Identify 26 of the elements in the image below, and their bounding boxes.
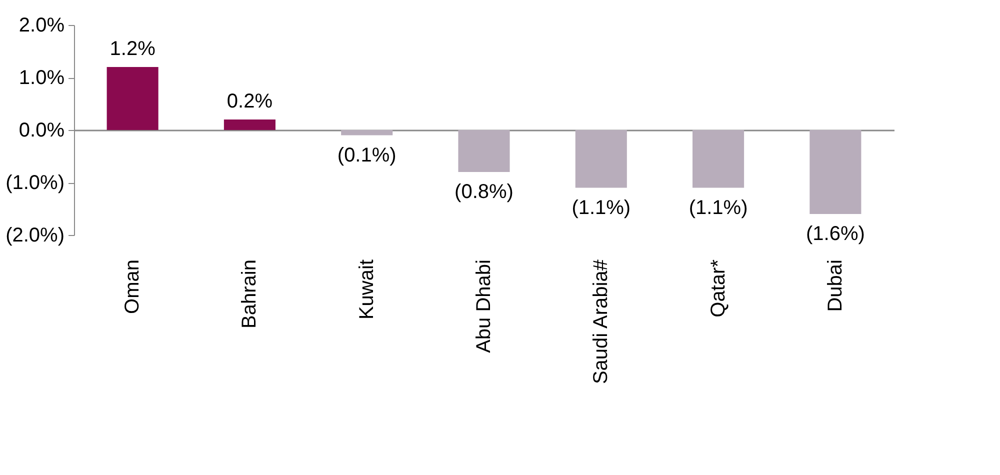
bar [575,130,627,188]
data-label: (1.1%) [688,196,748,219]
bar [692,130,744,188]
x-tick-label: Oman [122,260,144,314]
bar [458,130,510,172]
x-tick-label: Abu Dhabi [473,260,495,353]
y-tick-label: 1.0% [18,67,65,89]
data-label: (1.1%) [572,196,631,219]
y-tick-label: (1.0%) [6,172,64,194]
data-label: (0.8%) [454,181,514,203]
bar [106,67,158,130]
x-tick-label: Kuwait [356,259,378,320]
y-tick-label: 0.0% [18,120,65,142]
bar [341,130,393,136]
data-label: (1.6%) [806,223,865,245]
data-label: (0.1%) [337,144,396,166]
x-tick-label: Saudi Arabia# [590,258,612,384]
x-tick-label: Dubai [824,260,846,312]
x-tick-label: Bahrain [238,260,261,328]
y-tick-label: (2.0%) [6,224,64,246]
data-label: 1.2% [110,38,156,60]
bar [810,130,862,214]
y-tick-label: 2.0% [18,14,65,36]
bar [224,120,276,130]
data-label: 0.2% [226,90,273,112]
x-tick-label: Qatar* [707,259,730,318]
